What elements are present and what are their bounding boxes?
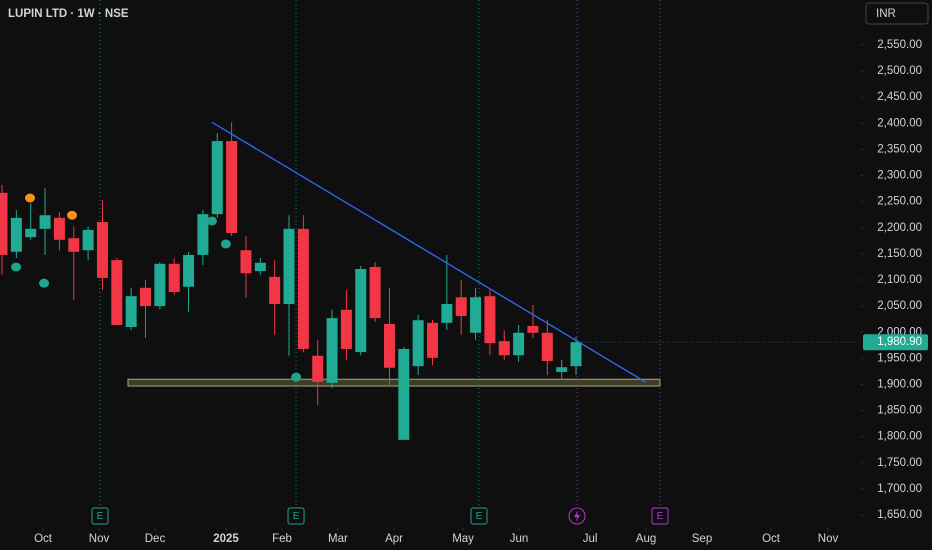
candle-body [0, 192, 8, 255]
candle-body [140, 287, 152, 307]
x-tick-label: May [452, 533, 474, 545]
chart-title: LUPIN LTD · 1W · NSE [8, 8, 129, 20]
event-label: E [657, 511, 664, 522]
event-label: E [97, 511, 104, 522]
x-tick-label: Jul [583, 533, 598, 545]
y-tick-label: 2,300.00 [877, 170, 922, 182]
support-zone [127, 378, 661, 387]
event-icon [574, 510, 581, 522]
candle-body [484, 296, 496, 344]
x-tick-label: Nov [818, 533, 839, 545]
signal-dot [220, 239, 231, 249]
event-marker[interactable] [287, 507, 305, 525]
event-marker[interactable] [470, 507, 488, 525]
event-label: E [476, 511, 483, 522]
y-tick-label: 1,800.00 [877, 431, 922, 443]
signal-dot [24, 193, 35, 203]
candle-body [527, 325, 539, 333]
candle-body [111, 260, 123, 325]
candle-body [355, 269, 367, 353]
candle-body [326, 318, 338, 383]
y-tick-label: 2,500.00 [877, 65, 922, 77]
signal-dot [11, 262, 22, 272]
candle-body [154, 263, 166, 307]
x-tick-label: Dec [145, 533, 166, 545]
candle-body [383, 323, 395, 368]
x-tick-label: Sep [692, 533, 712, 545]
x-tick-label: Jun [510, 533, 529, 545]
candle-body [513, 332, 525, 356]
x-tick-label: Oct [34, 533, 53, 545]
candle-body [183, 254, 195, 287]
y-tick-label: 1,850.00 [877, 405, 922, 417]
candle-body [312, 355, 324, 382]
signal-dot [39, 278, 50, 288]
signal-dot [67, 210, 78, 220]
y-tick-label: 2,150.00 [877, 248, 922, 260]
y-tick-label: 1,650.00 [877, 509, 922, 521]
signal-dot [206, 216, 217, 226]
candle-body [441, 304, 453, 323]
candle-body [398, 348, 410, 440]
candle-body [498, 341, 510, 356]
candle-body [570, 342, 582, 367]
y-tick-label: 2,350.00 [877, 143, 922, 155]
candle-body [96, 222, 108, 278]
x-tick-label: Aug [636, 533, 656, 545]
candle-body [541, 332, 553, 361]
candle-body [125, 296, 137, 328]
candle-body [240, 250, 252, 274]
y-tick-label: 2,450.00 [877, 91, 922, 103]
y-tick-label: 1,700.00 [877, 483, 922, 495]
event-marker[interactable] [91, 507, 109, 525]
event-label: E [293, 511, 300, 522]
signal-dot [291, 372, 302, 382]
candle-body [226, 141, 238, 233]
candle-body [269, 276, 281, 305]
y-tick-label: 2,050.00 [877, 300, 922, 312]
candle-body [297, 228, 309, 349]
candle-body [197, 214, 209, 255]
candle-body [68, 238, 80, 252]
candle-body [254, 262, 266, 272]
candle-body [168, 263, 180, 293]
y-tick-label: 2,400.00 [877, 117, 922, 129]
candle-body [369, 266, 381, 319]
candle-body [556, 367, 568, 372]
candle-body [340, 309, 352, 349]
x-tick-label: Oct [762, 533, 781, 545]
currency[interactable]: INR [876, 8, 896, 20]
candle-body [82, 229, 94, 251]
candle-body [427, 322, 439, 358]
y-tick-label: 1,750.00 [877, 457, 922, 469]
trendline [211, 121, 647, 383]
x-tick-label: 2025 [213, 533, 239, 545]
candle-body [470, 297, 482, 333]
y-tick-label: 2,100.00 [877, 274, 922, 286]
candle-body [10, 217, 22, 252]
last-price-label: 1,980.90 [877, 336, 922, 348]
candle-body [283, 228, 295, 305]
x-tick-label: Apr [385, 533, 403, 545]
x-tick-label: Nov [89, 533, 110, 545]
candle-body [25, 228, 37, 238]
candle-body [39, 215, 51, 229]
candle-body [53, 217, 65, 240]
y-tick-label: 1,900.00 [877, 378, 922, 390]
x-tick-label: Mar [328, 533, 348, 545]
candle-body [211, 141, 223, 215]
x-tick-label: Feb [272, 533, 292, 545]
currency-box[interactable] [865, 2, 929, 25]
y-tick-label: 1,950.00 [877, 352, 922, 364]
y-tick-label: 2,200.00 [877, 222, 922, 234]
y-tick-label: 2,550.00 [877, 39, 922, 51]
event-marker[interactable] [651, 507, 669, 525]
candle-body [455, 297, 467, 317]
y-tick-label: 2,250.00 [877, 196, 922, 208]
candle-body [412, 320, 424, 367]
last-price-box [863, 334, 928, 351]
